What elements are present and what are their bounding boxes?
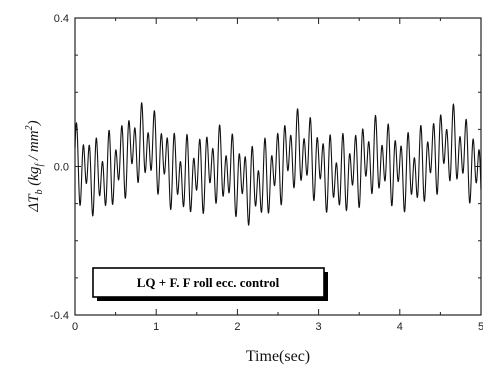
legend-box: LQ + F. F roll ecc. control (92, 267, 328, 301)
tick-labels: 0 1 2 3 4 5 0.4 0.0 -0.4 (50, 13, 483, 333)
x-axis-title: Time(sec) (246, 348, 310, 365)
y-axis-unit-open: ( (26, 180, 42, 190)
x-tick-label: 0 (72, 321, 78, 333)
legend-label: LQ + F. F roll ecc. control (137, 275, 280, 290)
y-tick-label: 0.4 (54, 13, 69, 25)
y-axis-delta: Δ (26, 203, 42, 213)
y-axis-subscript: b (34, 189, 45, 194)
x-tick-label: 1 (153, 321, 159, 333)
y-axis-symbol: T (26, 193, 42, 203)
x-tick-label: 5 (478, 321, 483, 333)
y-axis-unit-rest: / mm (26, 130, 42, 164)
y-tick-label: 0.0 (54, 162, 69, 174)
y-axis-unit-close: ) (26, 120, 42, 126)
series-line (74, 102, 482, 226)
axis-ticks (74, 17, 482, 316)
legend-frame (92, 267, 325, 298)
y-axis-title: ΔTb (kgf / mm2) (24, 120, 45, 212)
y-axis-unit-power: 2 (24, 125, 35, 130)
y-axis-unit-kg: kg (26, 166, 42, 181)
x-tick-label: 2 (234, 321, 240, 333)
x-tick-label: 3 (316, 321, 322, 333)
x-tick-label: 4 (397, 321, 403, 333)
y-axis-unit-kg-sub: f (34, 163, 45, 167)
y-tick-label: -0.4 (50, 310, 69, 322)
